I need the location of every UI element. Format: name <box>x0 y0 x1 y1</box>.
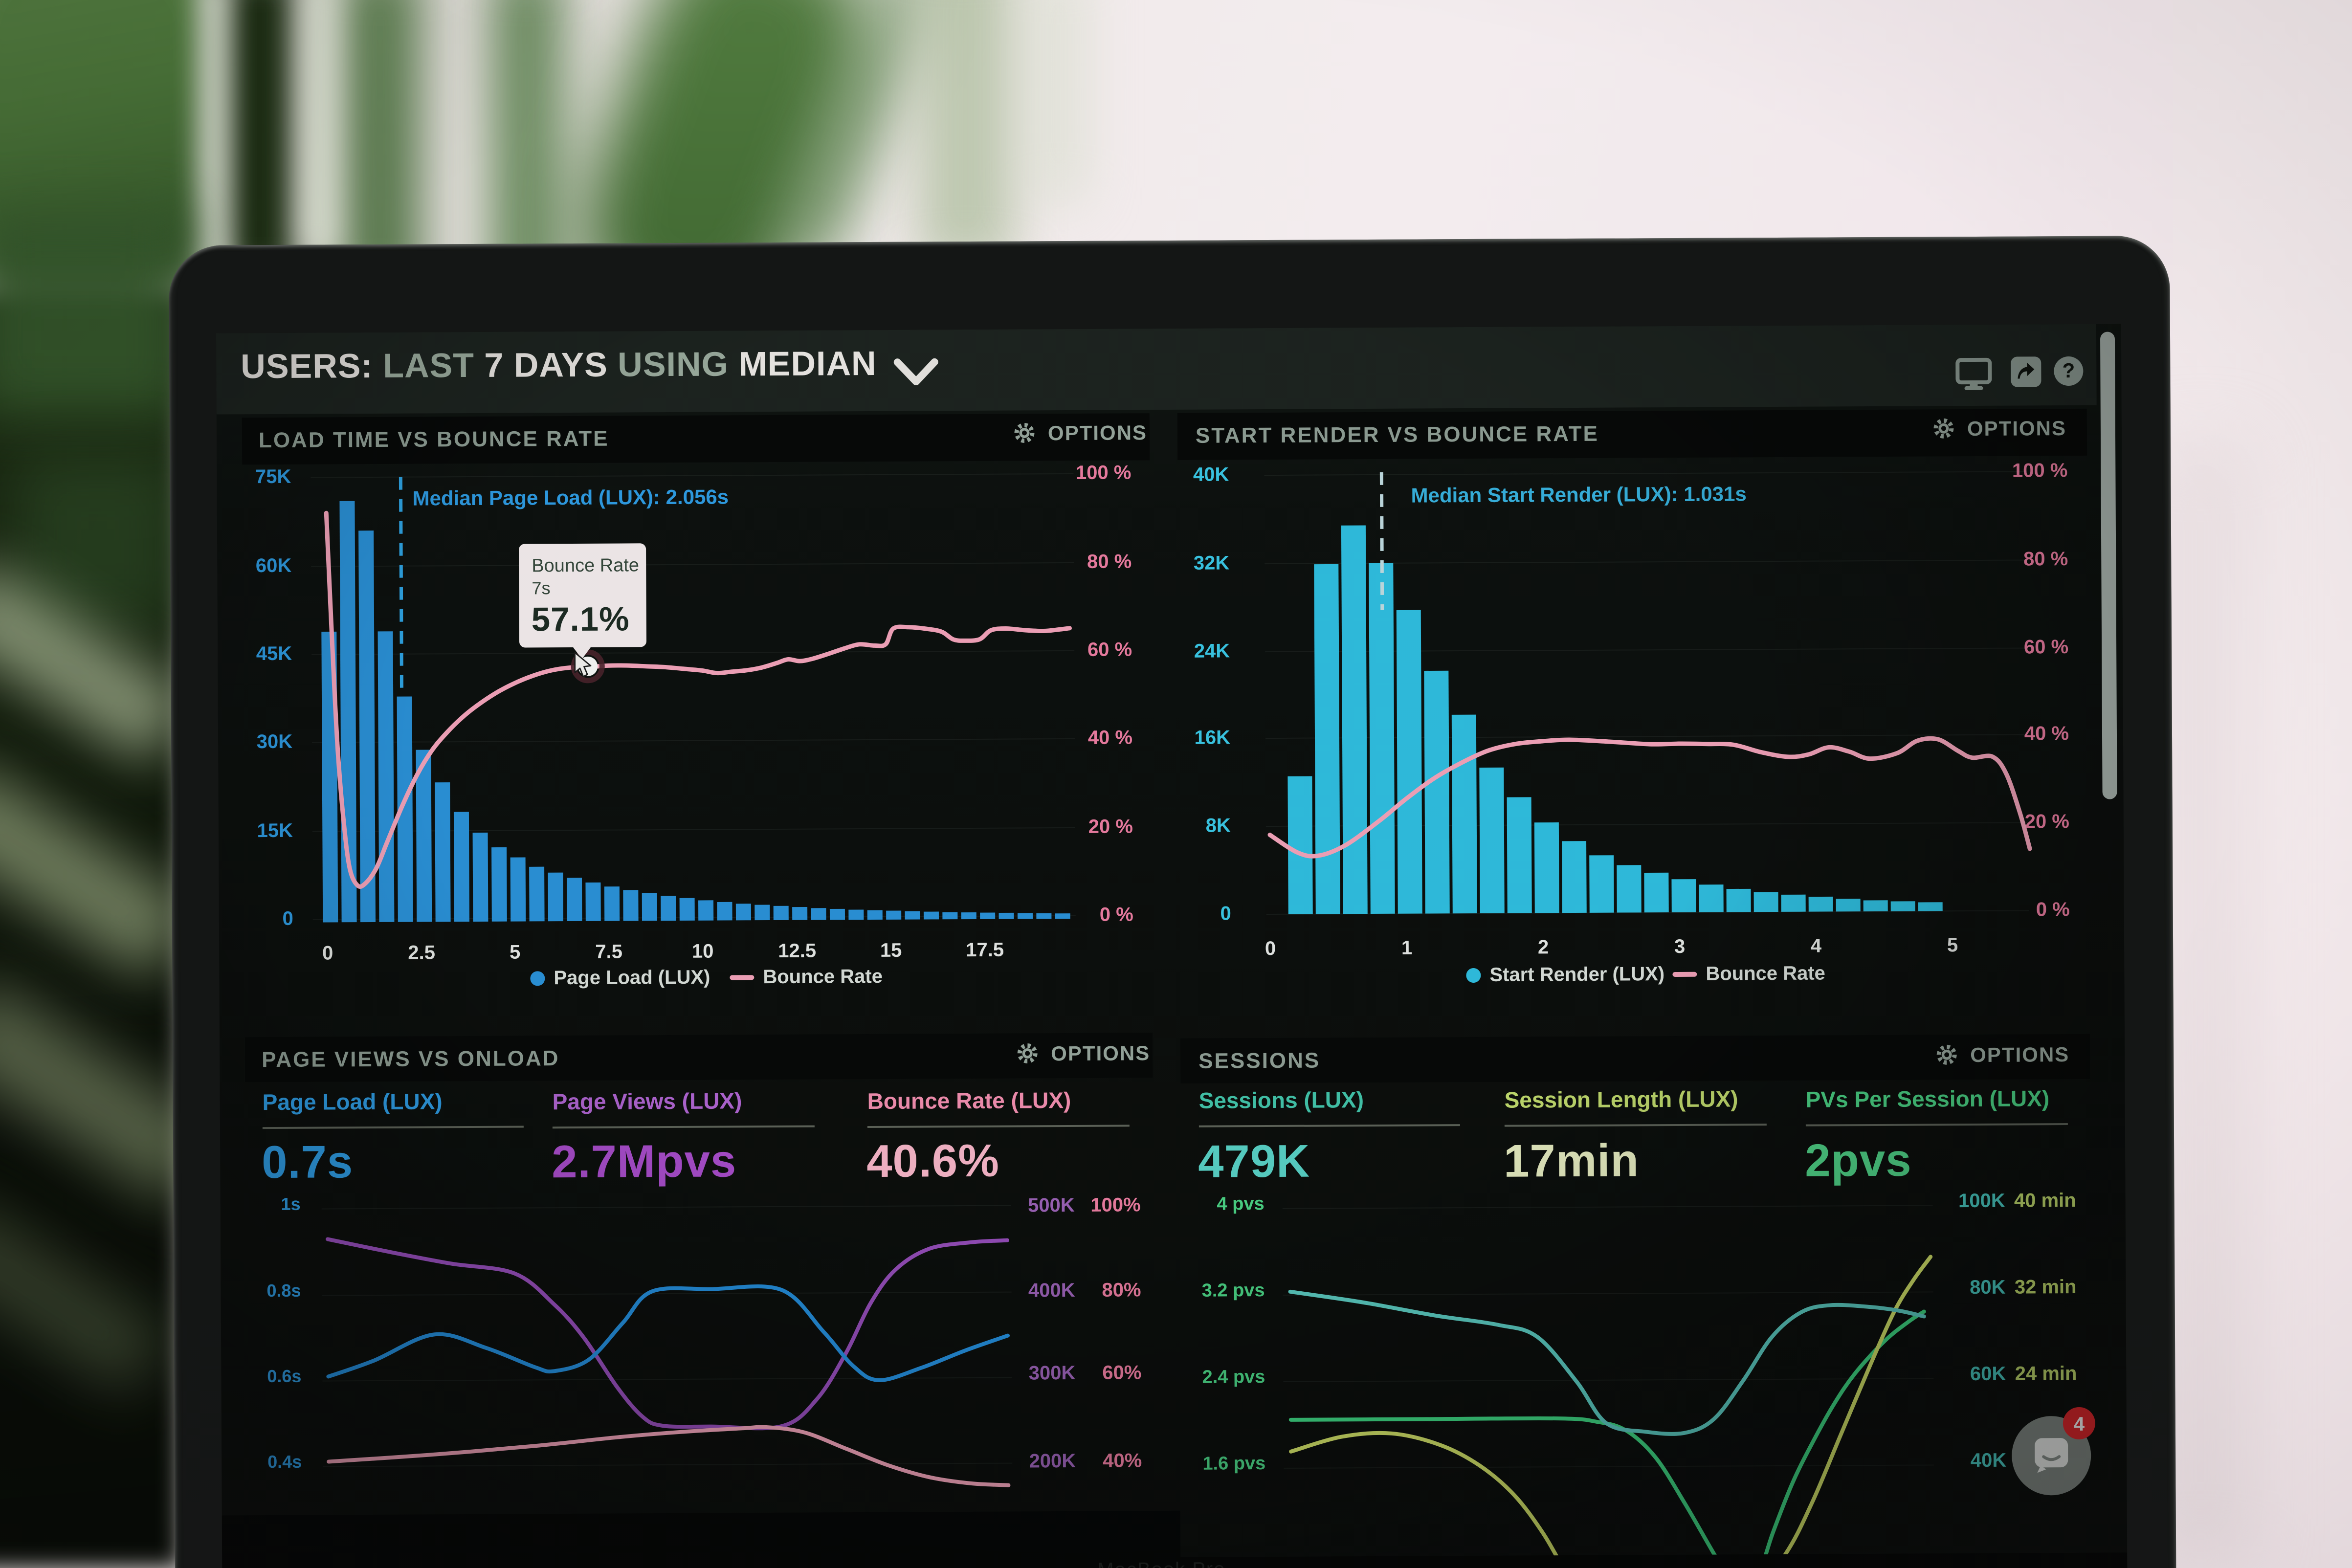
svg-text:?: ? <box>2062 359 2075 382</box>
